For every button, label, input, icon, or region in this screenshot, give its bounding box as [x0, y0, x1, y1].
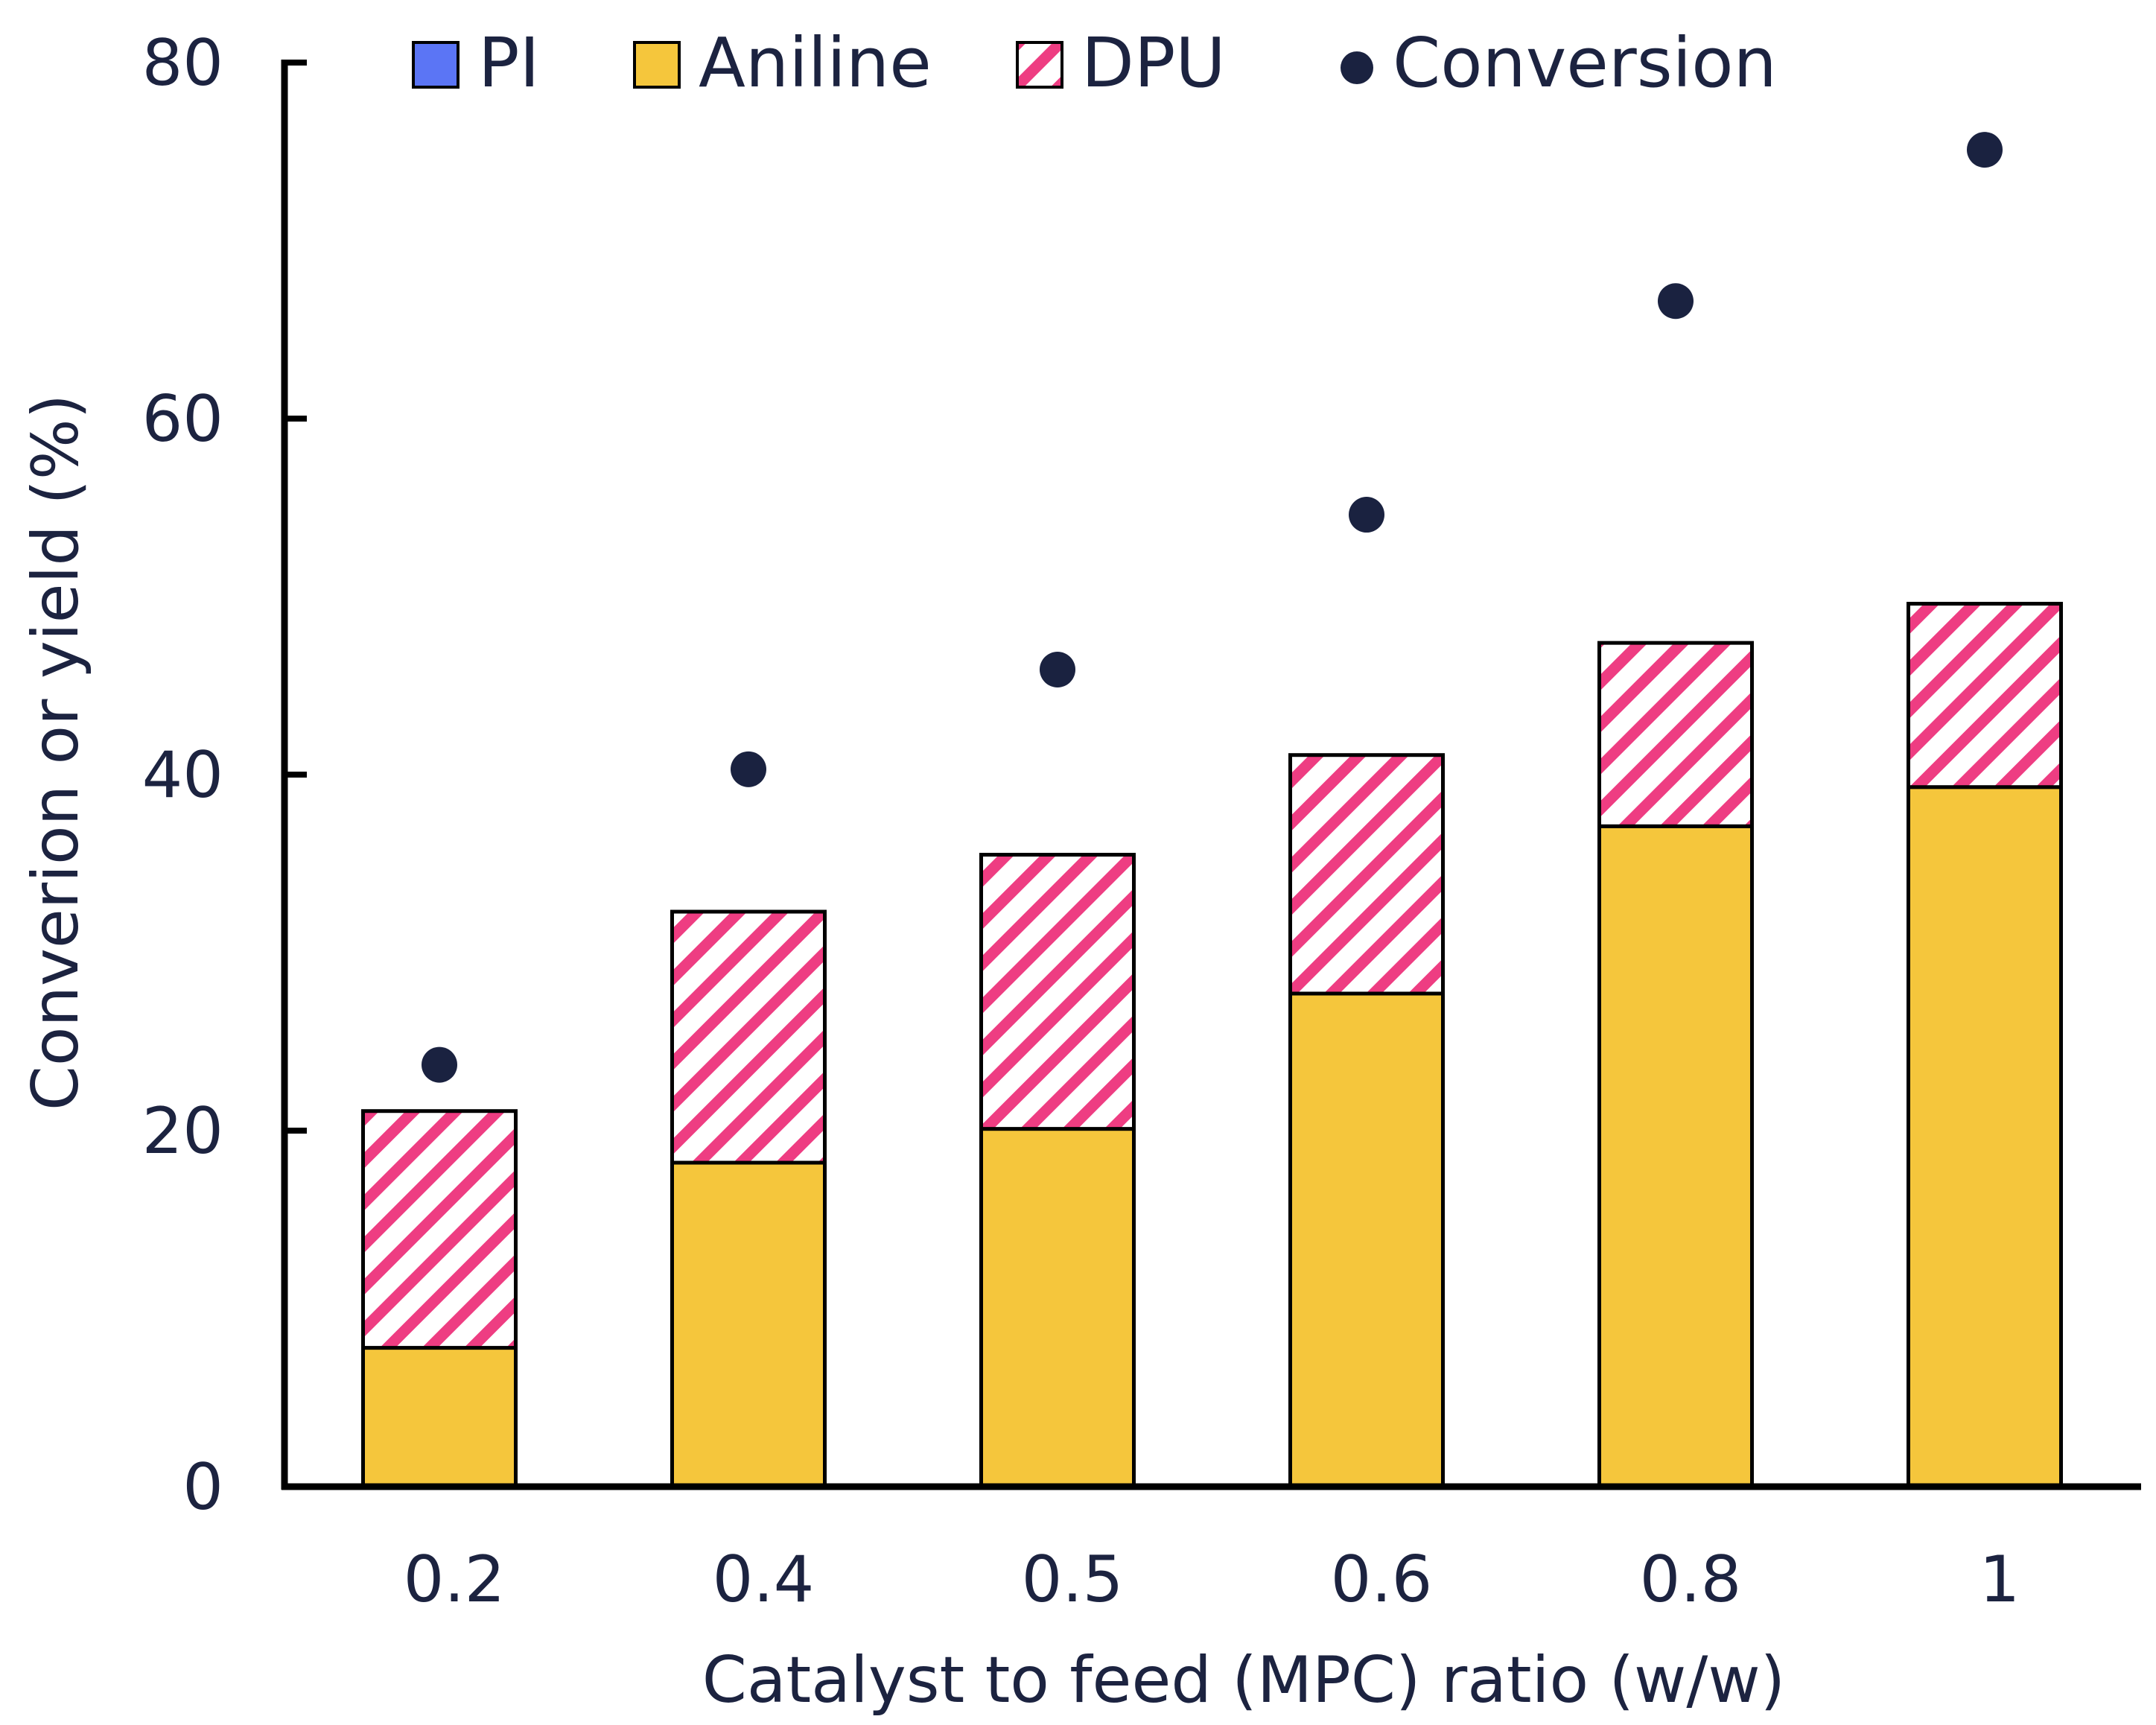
bars-layer: [361, 602, 2063, 1489]
bar-dpu-0.6: [1288, 753, 1445, 996]
x-tick-label-0.8: 0.8: [1640, 1543, 1742, 1617]
legend: PI Aniline DPU Conversion: [412, 23, 1777, 103]
y-tick-label-20: 20: [142, 1094, 223, 1169]
axes: 0 20 40 60 80 0.2 0.4 0.5 0.6 0.8 1: [142, 26, 2141, 1617]
legend-marker-conversion: [1341, 51, 1373, 84]
x-tick-label-1: 1: [1979, 1543, 2020, 1617]
legend-label-conversion: Conversion: [1393, 23, 1777, 103]
bar-aniline-0.5: [979, 1127, 1136, 1489]
point-conversion-0.8: [1658, 283, 1694, 320]
y-tick-label-80: 80: [142, 26, 223, 101]
points-layer: [422, 132, 2003, 1083]
x-tick-label-0.5: 0.5: [1022, 1543, 1124, 1617]
x-ticks: 0.2 0.4 0.5 0.6 0.8 1: [404, 1543, 2020, 1617]
bar-dpu-0.5: [979, 853, 1136, 1131]
x-tick-label-0.2: 0.2: [404, 1543, 506, 1617]
bar-aniline-0.4: [670, 1160, 827, 1489]
point-conversion-0.6: [1349, 497, 1384, 533]
bar-dpu-1: [1907, 602, 2063, 790]
legend-label-pi: PI: [478, 23, 540, 103]
legend-swatch-pi: [412, 41, 459, 89]
x-axis-title: Catalyst to feed (MPC) ratio (w/w): [702, 1643, 1785, 1718]
point-conversion-0.4: [731, 751, 766, 787]
legend-label-dpu: DPU: [1081, 23, 1226, 103]
point-conversion-0.2: [422, 1046, 457, 1083]
legend-swatch-aniline: [633, 41, 681, 89]
x-tick-label-0.4: 0.4: [713, 1543, 815, 1617]
point-conversion-1: [1967, 132, 2003, 168]
bar-aniline-0.2: [361, 1346, 518, 1489]
bar-aniline-0.6: [1288, 991, 1445, 1489]
y-tick-label-40: 40: [142, 738, 223, 813]
y-tick-label-0: 0: [182, 1450, 223, 1525]
bar-dpu-0.8: [1597, 641, 1754, 828]
point-conversion-0.5: [1040, 651, 1075, 687]
y-tick-label-60: 60: [142, 382, 223, 457]
bar-dpu-0.2: [361, 1109, 518, 1350]
x-tick-label-0.6: 0.6: [1331, 1543, 1433, 1617]
bar-aniline-0.8: [1597, 824, 1754, 1489]
legend-swatch-dpu: [1016, 41, 1063, 89]
y-ticks: 0 20 40 60 80: [142, 26, 307, 1525]
bar-dpu-0.4: [670, 909, 827, 1165]
legend-label-aniline: Aniline: [699, 23, 932, 103]
y-axis-title: Converion or yield (%): [19, 394, 93, 1111]
bar-aniline-1: [1907, 785, 2063, 1489]
